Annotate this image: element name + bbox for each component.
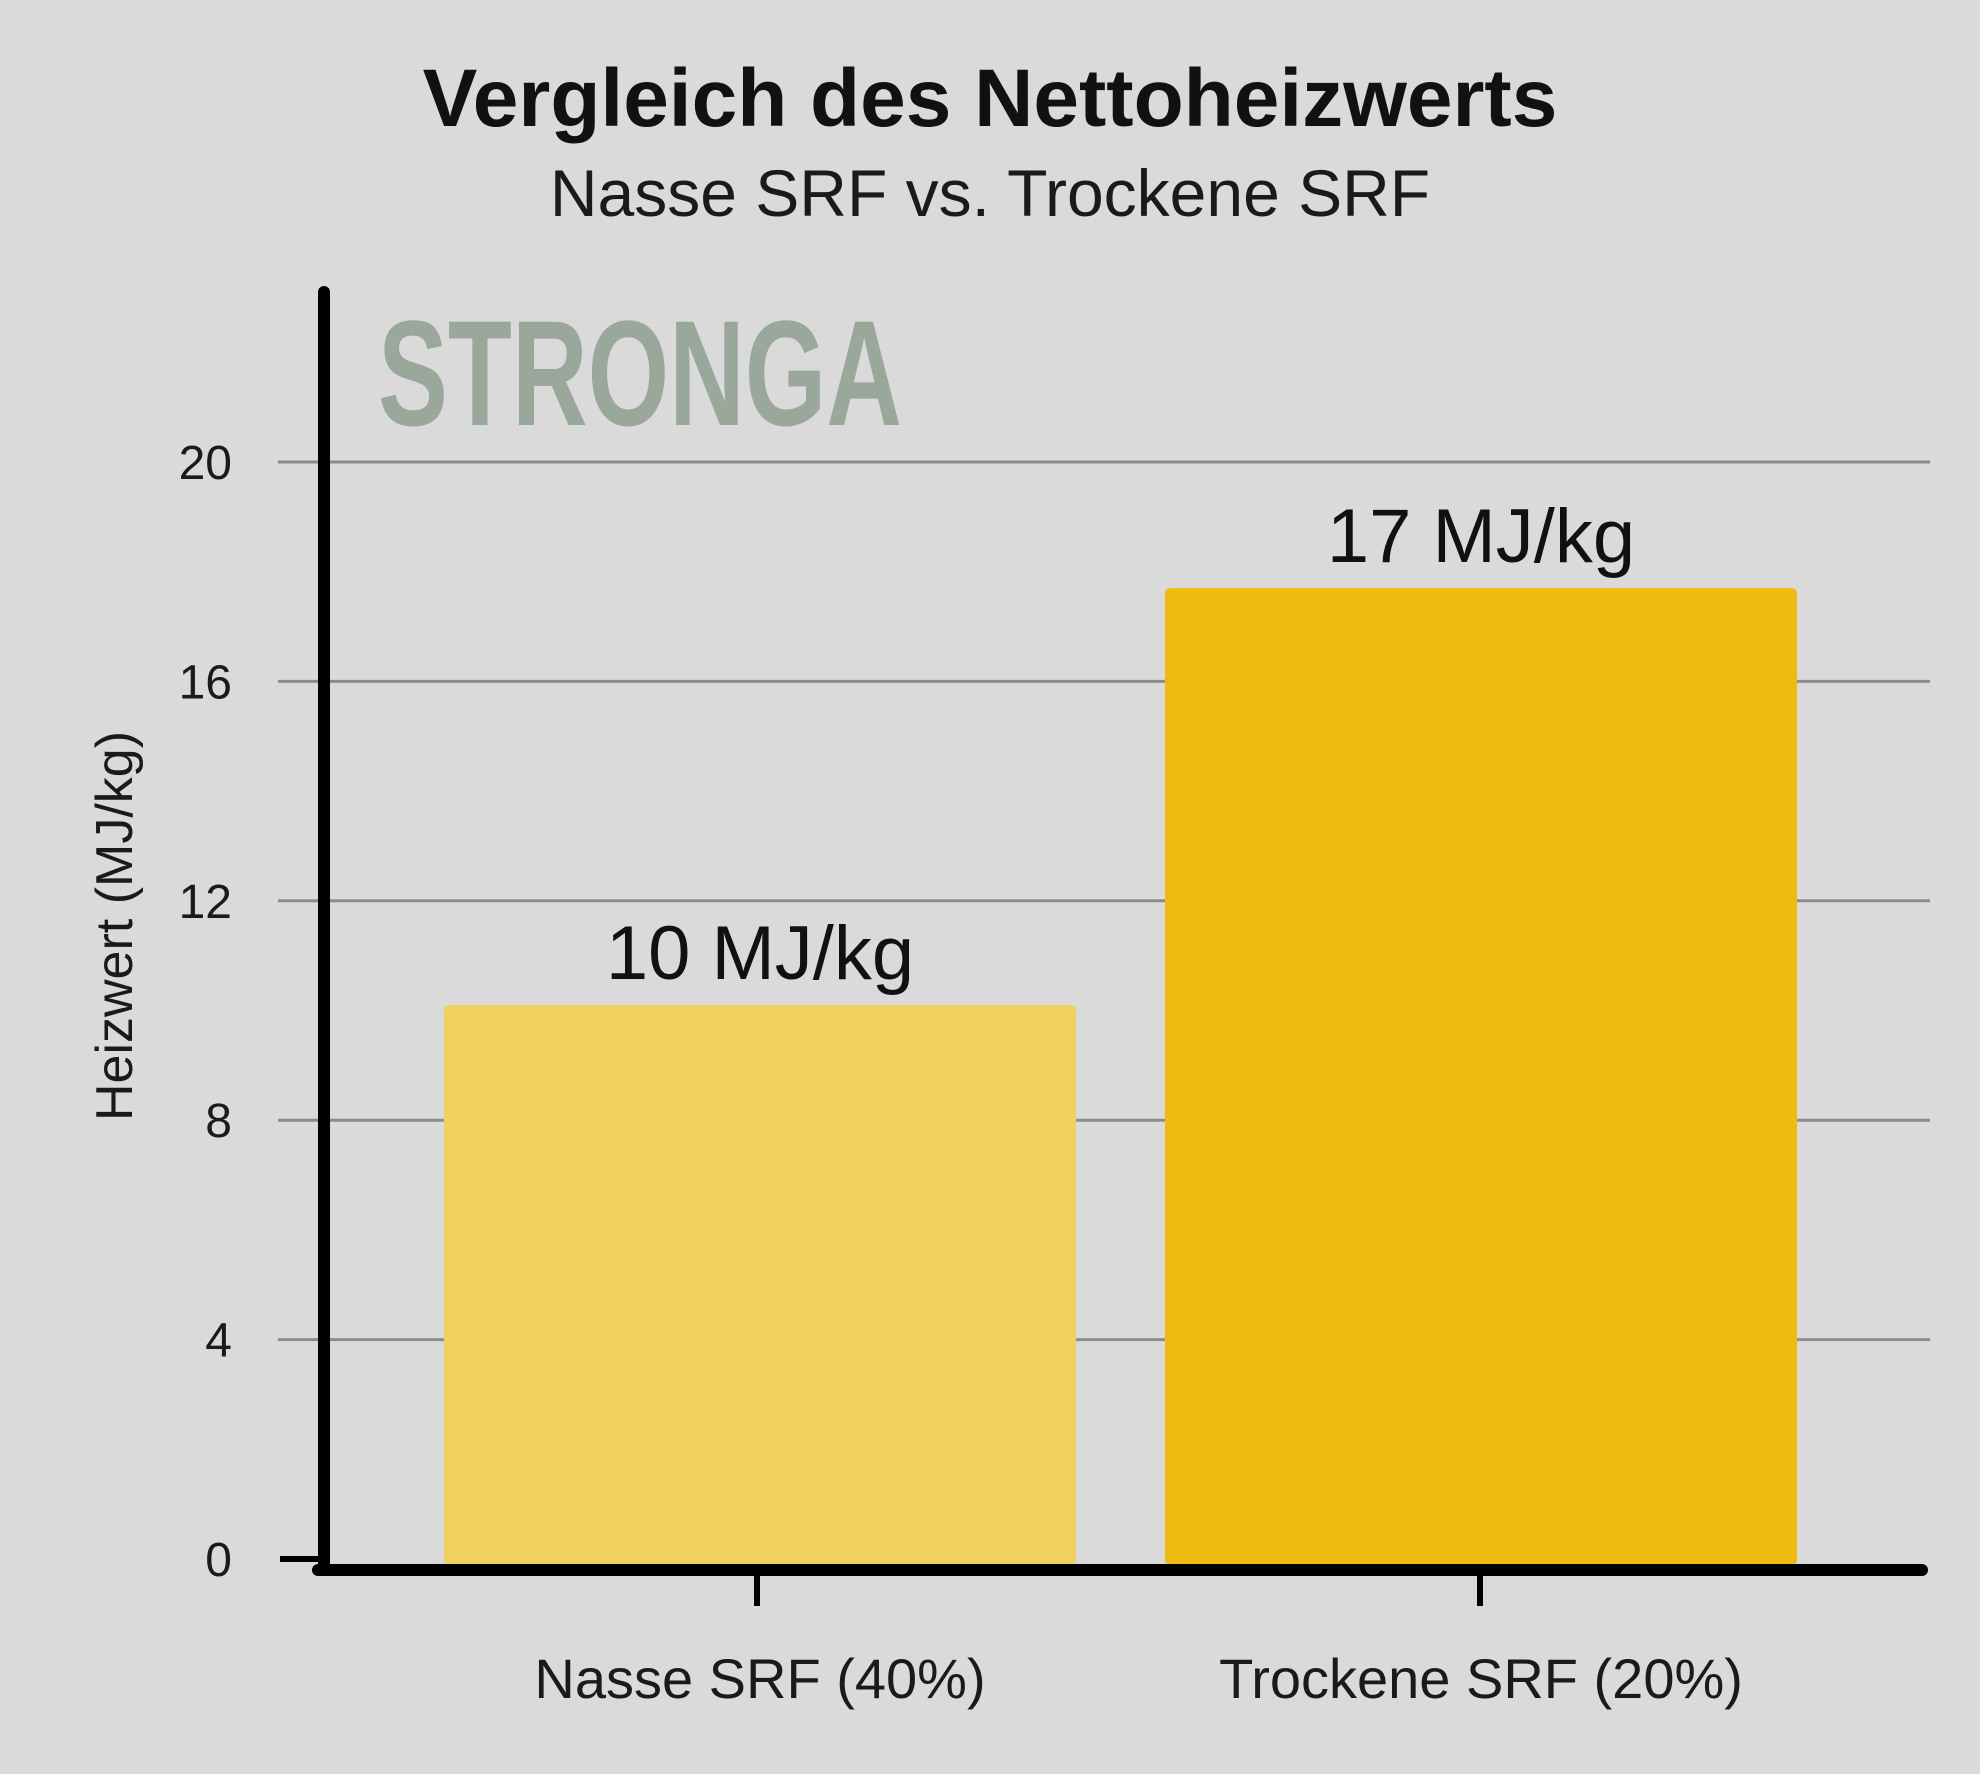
y-tick-label: 8 <box>205 1095 232 1148</box>
y-tick-label: 16 <box>179 656 232 709</box>
bar-value-label: 10 MJ/kg <box>606 911 914 996</box>
chart-subtitle: Nasse SRF vs. Trockene SRF <box>550 156 1430 230</box>
y-axis-ticks: 0 4 8 12 16 20 <box>179 437 324 1587</box>
bar-value-label: 17 MJ/kg <box>1327 494 1635 579</box>
stronga-logo: STRONGA <box>378 289 902 457</box>
y-tick-label: 0 <box>205 1534 232 1587</box>
x-axis-ticks: Nasse SRF (40%) Trockene SRF (20%) <box>534 1570 1743 1710</box>
bar <box>1165 588 1797 1565</box>
y-tick-label: 4 <box>205 1315 232 1368</box>
chart-title: Vergleich des Nettoheizwerts <box>423 53 1558 144</box>
x-category-label: Nasse SRF (40%) <box>534 1647 985 1710</box>
y-tick-label: 12 <box>179 876 232 929</box>
x-category-label: Trockene SRF (20%) <box>1219 1647 1743 1710</box>
y-tick-label: 20 <box>179 437 232 490</box>
bar <box>444 1005 1076 1565</box>
y-axis-label: Heizwert (MJ/kg) <box>86 731 144 1121</box>
bars <box>444 588 1797 1565</box>
data-labels: 10 MJ/kg 17 MJ/kg <box>606 494 1635 996</box>
